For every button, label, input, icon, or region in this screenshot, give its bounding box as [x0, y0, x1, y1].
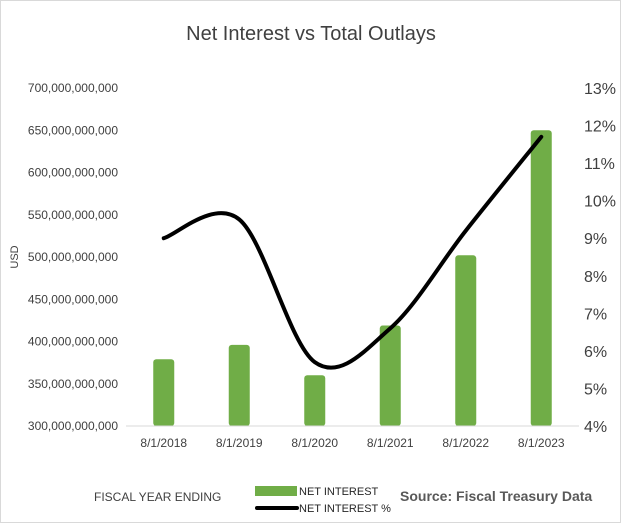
left-tick-label: 700,000,000,000 [28, 81, 118, 95]
y-axis-label: USD [9, 245, 21, 268]
right-tick-label: 5% [584, 381, 607, 398]
left-tick-label: 650,000,000,000 [28, 123, 118, 137]
left-tick-label: 400,000,000,000 [28, 335, 118, 349]
legend-bar-swatch [255, 486, 297, 496]
bar-net-interest [153, 359, 175, 426]
left-tick-label: 600,000,000,000 [28, 166, 118, 180]
bar-net-interest [530, 130, 552, 426]
chart-title: Net Interest vs Total Outlays [186, 23, 436, 45]
x-tick-label: 8/1/2020 [291, 436, 338, 450]
x-tick-label: 8/1/2018 [140, 436, 187, 450]
left-axis-ticks: 300,000,000,000 350,000,000,000 400,000,00… [28, 81, 118, 433]
right-tick-label: 8% [584, 269, 607, 286]
bar-net-interest [304, 375, 326, 426]
right-tick-label: 12% [584, 119, 616, 136]
x-axis-label: FISCAL YEAR ENDING [94, 490, 221, 504]
right-tick-label: 13% [584, 81, 616, 98]
left-tick-label: 300,000,000,000 [28, 419, 118, 433]
right-tick-label: 4% [584, 419, 607, 436]
right-axis-ticks: 4% 5% 6% 7% 8% 9% 10% 11% 12% 13% [584, 81, 616, 436]
right-tick-label: 9% [584, 231, 607, 248]
bar-series [153, 130, 552, 426]
source-annotation: Source: Fiscal Treasury Data [400, 488, 592, 504]
right-tick-label: 7% [584, 306, 607, 323]
right-tick-label: 11% [584, 156, 615, 173]
bar-net-interest [455, 255, 477, 426]
left-tick-label: 550,000,000,000 [28, 208, 118, 222]
bar-net-interest [228, 344, 250, 426]
legend-label-net-interest: NET INTEREST [299, 486, 379, 498]
x-tick-label: 8/1/2019 [216, 436, 263, 450]
legend-label-net-interest-pct: NET INTEREST % [299, 503, 391, 515]
x-tick-label: 8/1/2021 [367, 436, 414, 450]
left-tick-label: 500,000,000,000 [28, 250, 118, 264]
right-tick-label: 10% [584, 194, 616, 211]
right-tick-label: 6% [584, 344, 607, 361]
bar-net-interest [379, 325, 401, 426]
x-tick-label: 8/1/2023 [518, 436, 565, 450]
x-tick-label: 8/1/2022 [442, 436, 489, 450]
left-tick-label: 450,000,000,000 [28, 292, 118, 306]
net-interest-pct-line [161, 134, 544, 370]
left-tick-label: 350,000,000,000 [28, 377, 118, 391]
x-axis-ticks: 8/1/2018 8/1/2019 8/1/2020 8/1/2021 8/1/2022… [140, 436, 565, 450]
